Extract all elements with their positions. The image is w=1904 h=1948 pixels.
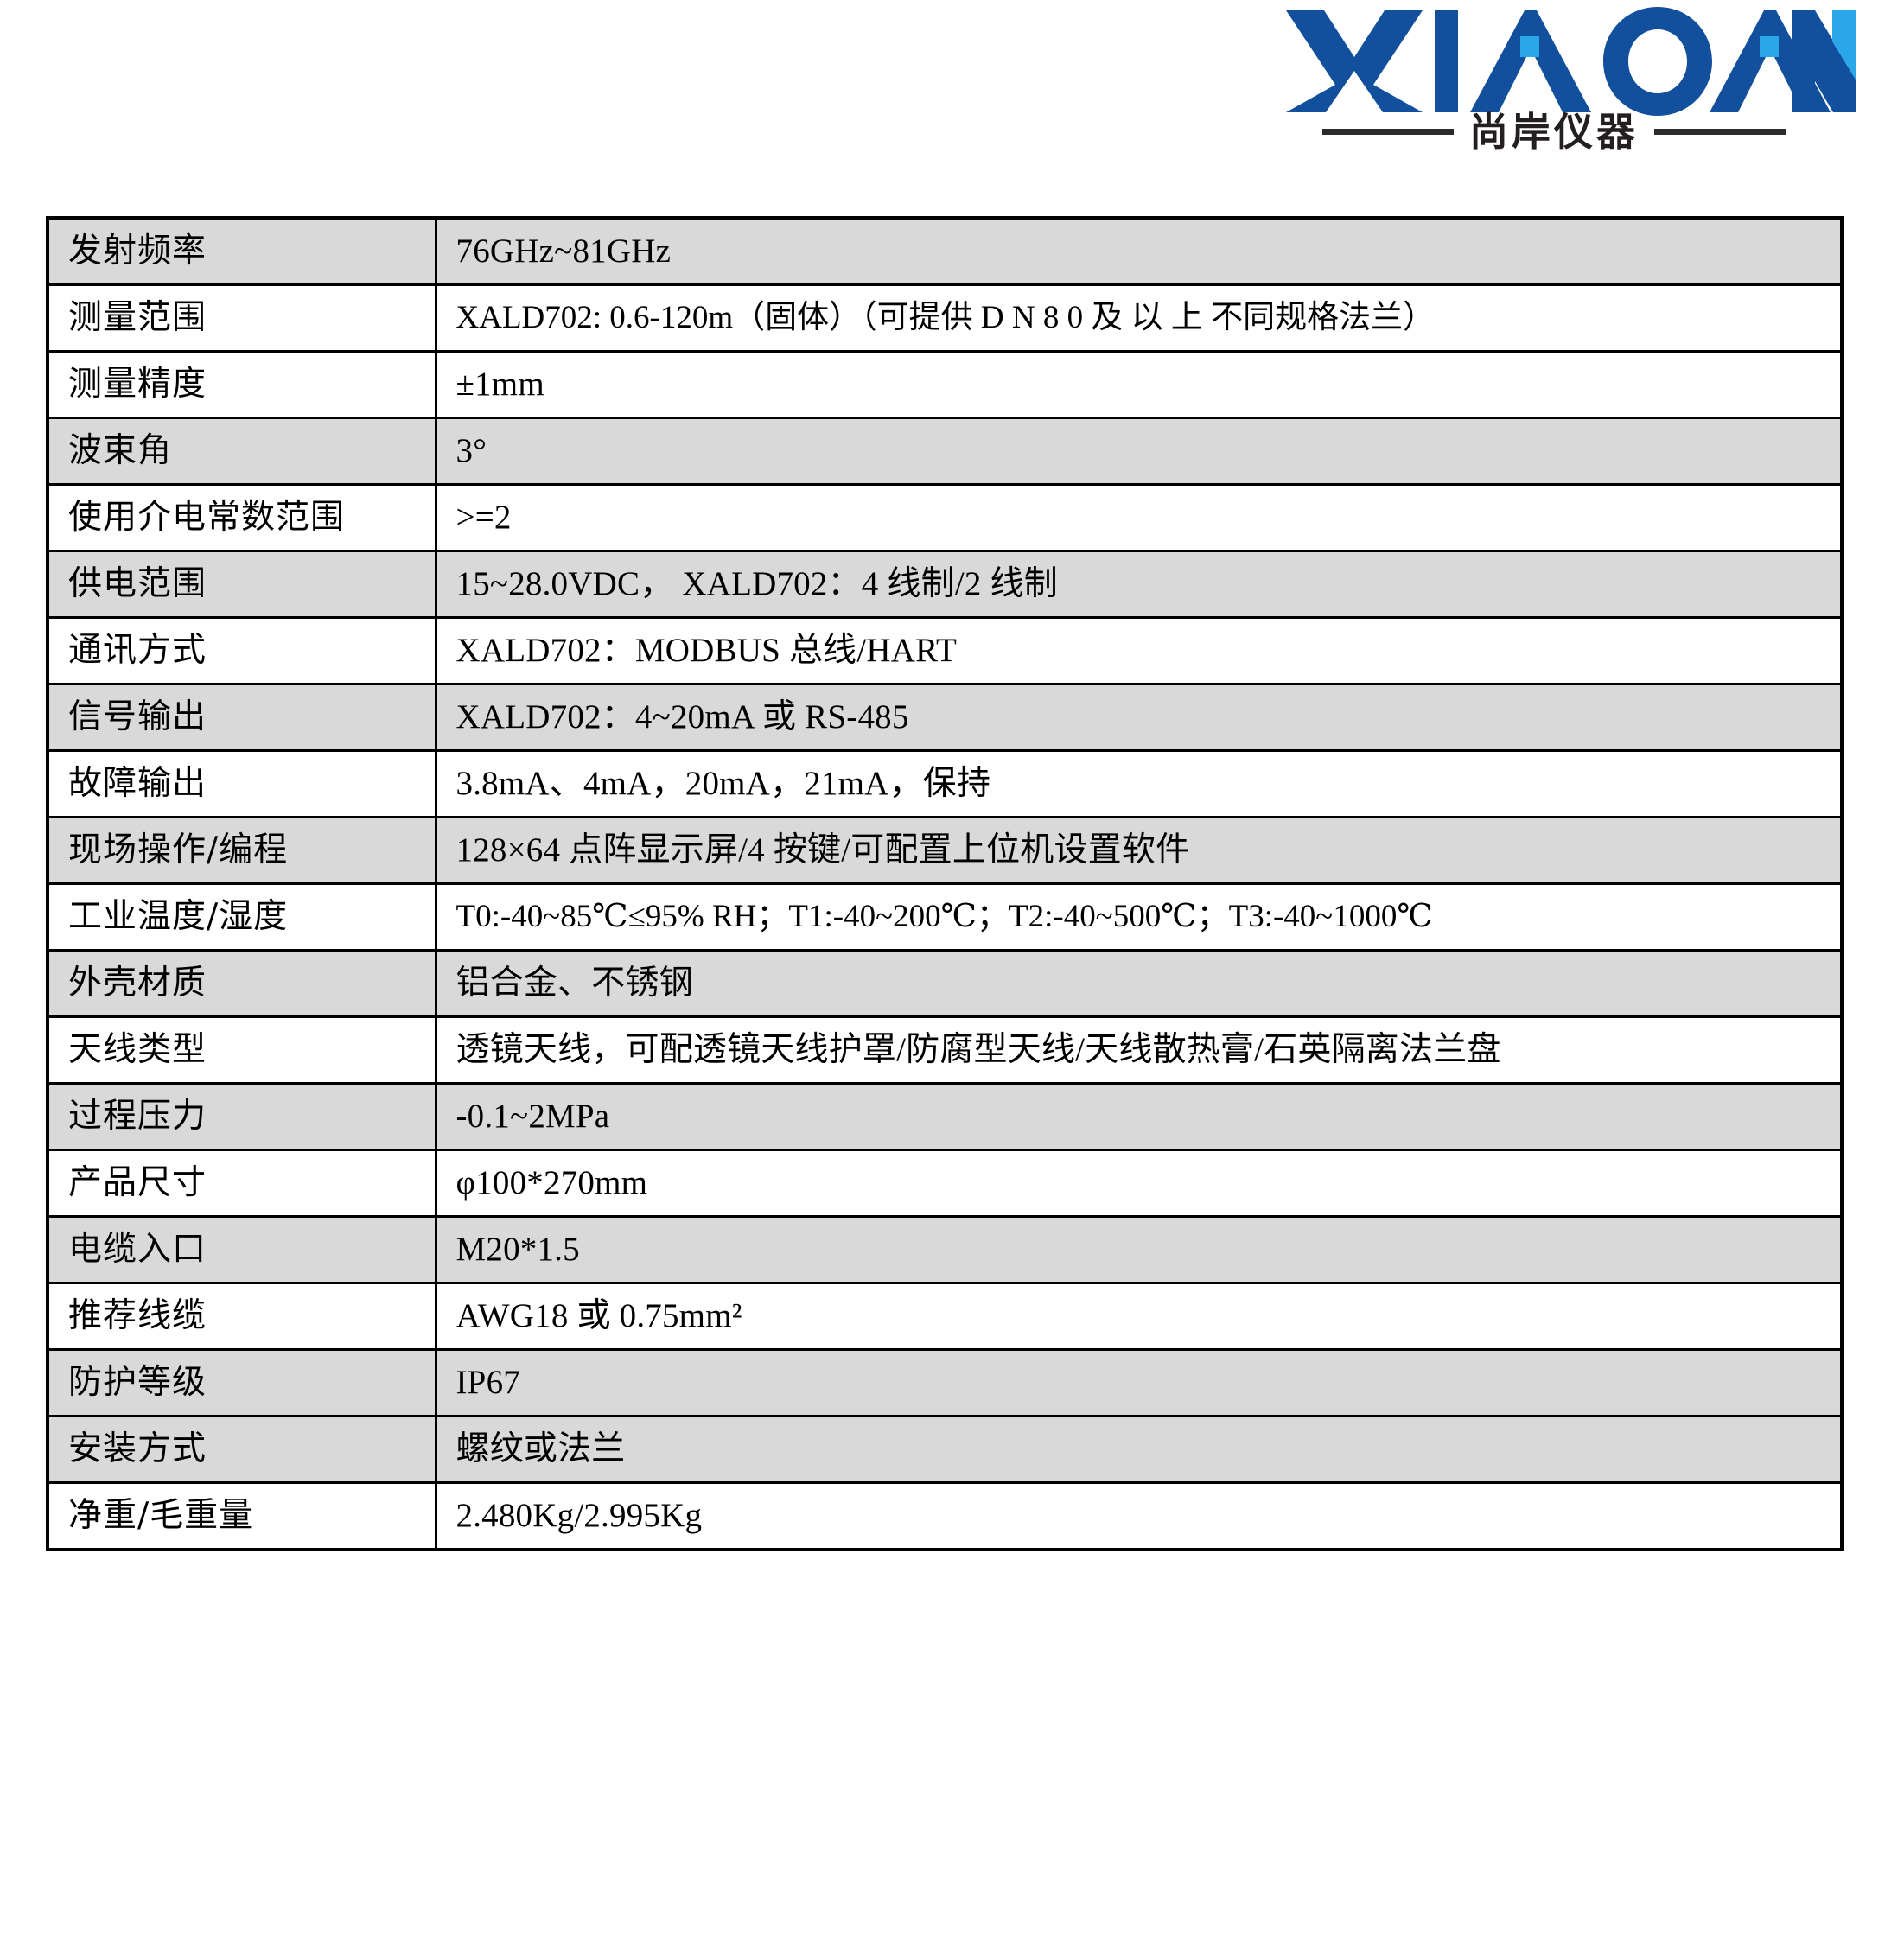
- spec-label-cell: 故障输出: [46, 749, 437, 818]
- table-row: 电缆入口 M20*1.5: [46, 1215, 1844, 1284]
- spec-label-cell: 过程压力: [46, 1082, 437, 1151]
- spec-value-cell: ±1mm: [434, 350, 1844, 419]
- spec-value-cell: 76GHz~81GHz: [434, 216, 1844, 286]
- table-row: 使用介电常数范围 >=2: [46, 483, 1844, 552]
- spec-value-cell: XALD702：MODBUS 总线/HART: [434, 616, 1844, 685]
- logo-wordmark-xiaoan: [1251, 7, 1856, 118]
- spec-label-cell: 通讯方式: [46, 616, 437, 685]
- specification-table: 发射频率 76GHz~81GHz 测量范围 XALD702: 0.6-120m（固体）…: [46, 216, 1844, 1551]
- spec-value-cell: XALD702: 0.6-120m（固体）（可提供 D N 8 0 及 以 上 …: [434, 283, 1844, 353]
- table-row: 供电范围 15~28.0VDC， XALD702：4 线制/2 线制: [46, 550, 1844, 619]
- table-row: 外壳材质 铝合金、不锈钢: [46, 949, 1844, 1018]
- table-row: 波束角 3°: [46, 417, 1844, 486]
- spec-value-cell: T0:-40~85℃≤95% RH；T1:-40~200℃；T2:-40~500…: [434, 882, 1844, 952]
- spec-value-cell: 3°: [434, 417, 1844, 486]
- specification-table-container: 发射频率 76GHz~81GHz 测量范围 XALD702: 0.6-120m（固体）…: [46, 216, 1844, 1551]
- specification-table-body: 发射频率 76GHz~81GHz 测量范围 XALD702: 0.6-120m（固体）…: [46, 216, 1844, 1551]
- spec-value-cell: >=2: [434, 483, 1844, 552]
- spec-label-cell: 发射频率: [46, 216, 437, 286]
- spec-label-cell: 测量范围: [46, 283, 437, 353]
- spec-label-cell: 安装方式: [46, 1415, 437, 1484]
- spec-label-cell: 防护等级: [46, 1348, 437, 1417]
- spec-value-cell: M20*1.5: [434, 1215, 1844, 1284]
- table-row: 故障输出 3.8mA、4mA，20mA，21mA，保持: [46, 749, 1844, 818]
- spec-value-cell: 2.480Kg/2.995Kg: [434, 1481, 1844, 1551]
- spec-label-cell: 使用介电常数范围: [46, 483, 437, 552]
- spec-value-cell: IP67: [434, 1348, 1844, 1417]
- logo-subtitle-text: 尚岸仪器: [1468, 109, 1639, 155]
- table-row: 过程压力 -0.1~2MPa: [46, 1082, 1844, 1151]
- table-row: 现场操作/编程 128×64 点阵显示屏/4 按键/可配置上位机设置软件: [46, 816, 1844, 885]
- table-row: 天线类型 透镜天线，可配透镜天线护罩/防腐型天线/天线散热膏/石英隔离法兰盘: [46, 1015, 1844, 1085]
- spec-value-cell: 透镜天线，可配透镜天线护罩/防腐型天线/天线散热膏/石英隔离法兰盘: [434, 1015, 1844, 1085]
- table-row: 工业温度/湿度 T0:-40~85℃≤95% RH；T1:-40~200℃；T2:…: [46, 882, 1844, 952]
- company-logo: 尚岸仪器: [1251, 7, 1856, 167]
- spec-value-cell: φ100*270mm: [434, 1149, 1844, 1218]
- spec-value-cell: 128×64 点阵显示屏/4 按键/可配置上位机设置软件: [434, 816, 1844, 885]
- table-row: 安装方式 螺纹或法兰: [46, 1415, 1844, 1484]
- spec-label-cell: 产品尺寸: [46, 1149, 437, 1218]
- spec-value-cell: AWG18 或 0.75mm²: [434, 1282, 1844, 1351]
- spec-value-cell: 15~28.0VDC， XALD702：4 线制/2 线制: [434, 550, 1844, 619]
- spec-label-cell: 信号输出: [46, 683, 437, 752]
- table-row: 测量精度 ±1mm: [46, 350, 1844, 419]
- spec-label-cell: 净重/毛重量: [46, 1481, 437, 1551]
- table-row: 信号输出 XALD702：4~20mA 或 RS-485: [46, 683, 1844, 752]
- spec-label-cell: 电缆入口: [46, 1215, 437, 1284]
- logo-rule-right: [1654, 129, 1786, 135]
- logo-rule-left: [1321, 129, 1454, 135]
- spec-value-cell: 铝合金、不锈钢: [434, 949, 1844, 1018]
- table-row: 测量范围 XALD702: 0.6-120m（固体）（可提供 D N 8 0 及 …: [46, 283, 1844, 353]
- table-row: 通讯方式 XALD702：MODBUS 总线/HART: [46, 616, 1844, 685]
- table-row: 推荐线缆 AWG18 或 0.75mm²: [46, 1282, 1844, 1351]
- table-row: 产品尺寸 φ100*270mm: [46, 1149, 1844, 1218]
- spec-value-cell: XALD702：4~20mA 或 RS-485: [434, 683, 1844, 752]
- spec-label-cell: 现场操作/编程: [46, 816, 437, 885]
- logo-subtitle-row: 尚岸仪器: [1251, 112, 1856, 151]
- page-header: 尚岸仪器: [0, 0, 1904, 216]
- spec-label-cell: 测量精度: [46, 350, 437, 419]
- table-row: 防护等级 IP67: [46, 1348, 1844, 1417]
- spec-value-cell: 螺纹或法兰: [434, 1415, 1844, 1484]
- spec-label-cell: 外壳材质: [46, 949, 437, 1018]
- spec-label-cell: 工业温度/湿度: [46, 882, 437, 952]
- table-row: 净重/毛重量 2.480Kg/2.995Kg: [46, 1481, 1844, 1551]
- table-row: 发射频率 76GHz~81GHz: [46, 216, 1844, 286]
- spec-value-cell: -0.1~2MPa: [434, 1082, 1844, 1151]
- spec-label-cell: 波束角: [46, 417, 437, 486]
- spec-label-cell: 供电范围: [46, 550, 437, 619]
- spec-label-cell: 天线类型: [46, 1015, 437, 1085]
- spec-label-cell: 推荐线缆: [46, 1282, 437, 1351]
- spec-value-cell: 3.8mA、4mA，20mA，21mA，保持: [434, 749, 1844, 818]
